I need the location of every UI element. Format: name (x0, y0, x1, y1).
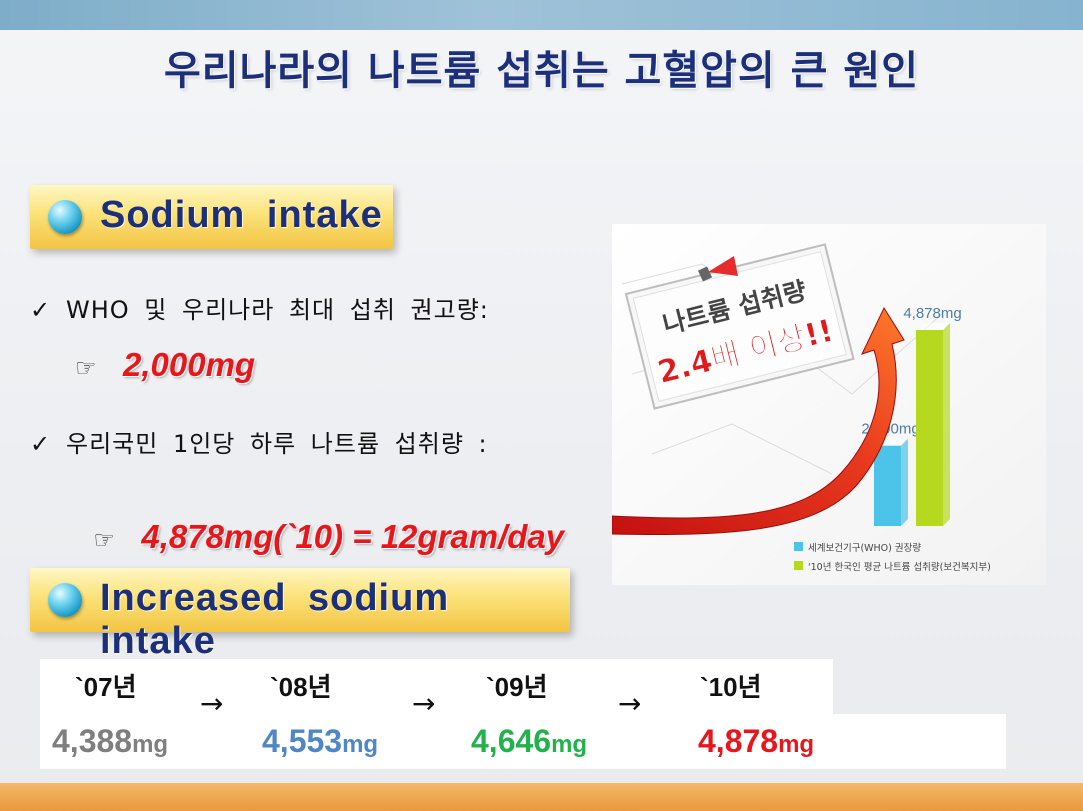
intake-value-unit: mg (551, 731, 588, 758)
pointing-hand-icon: ☞ (75, 354, 97, 382)
intake-value-unit: mg (778, 731, 815, 758)
legend-label: 세계보건기구(WHO) 권장량 (808, 542, 921, 554)
sodium-chart: 2,000mg 4,878mg 나트륨 섭취량 2.4배 이상!! 세계보건기구(… (612, 224, 1046, 585)
chart-bar-top (916, 323, 950, 330)
intake-value: 4,878mg (698, 723, 814, 760)
chart-bar-side (901, 438, 908, 526)
intake-value-unit: mg (342, 731, 379, 758)
intake-value-number: 4,553 (262, 723, 343, 759)
chart-bar (916, 330, 943, 526)
recommended-intake-text: WHO 및 우리나라 최대 섭취 권고량: (66, 296, 489, 324)
pointing-hand-icon: ☞ (93, 526, 115, 554)
year-label: `07년 (75, 672, 137, 702)
callout-sign: 나트륨 섭취량 2.4배 이상!! (624, 243, 855, 410)
intake-value-number: 4,646 (471, 723, 552, 759)
year-label: `09년 (486, 672, 548, 702)
right-arrow-icon: → (412, 687, 436, 720)
yearly-intake-table: `07년 `08년 `09년 `10년 → → → 4,388mg 4,553m… (40, 659, 1006, 769)
intake-value-unit: mg (132, 731, 169, 758)
year-label: `08년 (270, 672, 332, 702)
recommended-intake-value: 2,000mg (123, 346, 256, 383)
bottom-accent-bar (0, 783, 1083, 811)
intake-value-number: 4,388 (52, 723, 133, 759)
chart-bar (874, 445, 901, 526)
intake-value: 4,646mg (471, 723, 587, 760)
chart-legend: 세계보건기구(WHO) 권장량 '10년 한국인 평균 나트륨 섭취량(보건복지부… (794, 542, 991, 573)
chart-data-label: 4,878mg (903, 305, 961, 322)
sodium-intake-banner: Sodium intake (30, 185, 393, 249)
right-arrow-icon: → (618, 687, 642, 720)
megaphone-icon (697, 256, 738, 282)
increased-intake-banner: Increased sodium intake (30, 568, 570, 662)
daily-intake-text: 우리국민 1인당 하루 나트륨 섭취량 : (66, 430, 488, 458)
intake-value: 4,388mg (52, 723, 168, 760)
daily-intake-value: 4,878mg(`10) = 12gram/day (141, 518, 565, 555)
daily-intake-value-line: ☞ 4,878mg(`10) = 12gram/day (75, 480, 564, 556)
top-accent-bar (0, 0, 1083, 30)
bullet-orb-icon (48, 583, 82, 617)
checkmark-icon: ✓ (30, 296, 52, 324)
intake-value-number: 4,878 (698, 723, 779, 759)
table-value-row-bg (40, 714, 1006, 769)
year-label: `10년 (700, 672, 762, 702)
slide-title: 우리나라의 나트륨 섭취는 고혈압의 큰 원인 (163, 48, 920, 94)
table-year-row-bg (40, 659, 833, 714)
intake-value: 4,553mg (262, 723, 378, 760)
daily-intake-line: ✓ 우리국민 1인당 하루 나트륨 섭취량 : (30, 424, 488, 459)
legend-label: '10년 한국인 평균 나트륨 섭취량(보건복지부) (808, 561, 991, 573)
recommended-intake-line: ✓ WHO 및 우리나라 최대 섭취 권고량: (30, 290, 489, 325)
legend-swatch (794, 542, 803, 551)
right-arrow-icon: → (200, 687, 224, 720)
legend-swatch (794, 561, 803, 570)
rising-arrow-icon (612, 306, 905, 535)
recommended-intake-value-line: ☞ 2,000mg (75, 346, 255, 384)
bullet-orb-icon (48, 200, 82, 234)
increased-intake-heading: Increased sodium intake (100, 577, 450, 662)
chart-bar-side (943, 323, 950, 526)
sodium-intake-heading: Sodium intake (100, 194, 383, 236)
checkmark-icon: ✓ (30, 430, 52, 458)
